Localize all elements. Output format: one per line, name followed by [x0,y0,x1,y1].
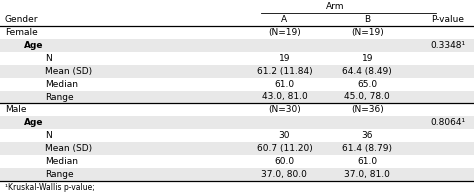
Text: 60.0: 60.0 [274,157,294,166]
Text: 45.0, 78.0: 45.0, 78.0 [345,93,390,101]
Bar [0,65,474,78]
Text: Male: Male [5,105,26,114]
Text: N: N [45,131,52,140]
Text: (N=30): (N=30) [268,105,301,114]
Text: 61.2 (11.84): 61.2 (11.84) [256,67,312,76]
Bar [0,39,474,52]
Text: Age: Age [24,118,43,127]
Text: B: B [365,15,370,24]
Text: (N=19): (N=19) [351,28,384,37]
Text: 65.0: 65.0 [357,80,377,89]
Text: (N=19): (N=19) [268,28,301,37]
Text: Gender: Gender [5,15,38,24]
Text: Range: Range [45,170,73,179]
Text: Arm: Arm [326,2,345,11]
Text: 37.0, 80.0: 37.0, 80.0 [262,170,307,179]
Bar [0,168,474,181]
Text: Range: Range [45,93,73,101]
Text: Mean (SD): Mean (SD) [45,67,92,76]
Text: Age: Age [24,41,43,50]
Text: 36: 36 [362,131,373,140]
Text: Median: Median [45,157,78,166]
Text: Female: Female [5,28,37,37]
Text: 19: 19 [279,54,290,63]
Text: 60.7 (11.20): 60.7 (11.20) [256,144,312,153]
Text: 0.3348¹: 0.3348¹ [430,41,465,50]
Text: Median: Median [45,80,78,89]
Text: 30: 30 [279,131,290,140]
Text: A: A [282,15,287,24]
Text: Mean (SD): Mean (SD) [45,144,92,153]
Text: 64.4 (8.49): 64.4 (8.49) [343,67,392,76]
Text: 61.0: 61.0 [357,157,377,166]
Text: (N=36): (N=36) [351,105,384,114]
Text: N: N [45,54,52,63]
Text: 43.0, 81.0: 43.0, 81.0 [262,93,307,101]
Text: 19: 19 [362,54,373,63]
Bar [0,116,474,129]
Text: P-value: P-value [431,15,465,24]
Text: 0.8064¹: 0.8064¹ [430,118,465,127]
Text: 61.0: 61.0 [274,80,294,89]
Text: ¹Kruskal-Wallis p-value;: ¹Kruskal-Wallis p-value; [5,183,94,192]
Bar [0,91,474,103]
Text: 37.0, 81.0: 37.0, 81.0 [345,170,390,179]
Text: 61.4 (8.79): 61.4 (8.79) [342,144,392,153]
Bar [0,142,474,155]
